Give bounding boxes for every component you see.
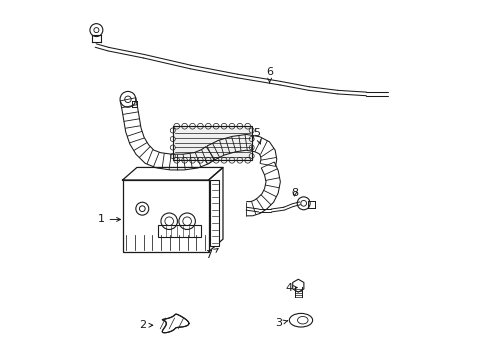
Text: 1: 1 xyxy=(98,215,120,224)
Bar xyxy=(172,126,251,160)
Text: 5: 5 xyxy=(253,129,261,144)
Text: 3: 3 xyxy=(275,319,287,328)
Polygon shape xyxy=(292,279,303,292)
Text: 8: 8 xyxy=(290,188,298,198)
Ellipse shape xyxy=(297,316,307,324)
Polygon shape xyxy=(158,225,201,237)
Text: 6: 6 xyxy=(265,67,272,83)
Polygon shape xyxy=(162,314,188,333)
Text: 4: 4 xyxy=(285,283,297,293)
Bar xyxy=(122,180,208,252)
Bar xyxy=(210,180,219,246)
Text: 7: 7 xyxy=(204,249,218,260)
Text: 2: 2 xyxy=(139,320,152,330)
Ellipse shape xyxy=(289,314,312,327)
